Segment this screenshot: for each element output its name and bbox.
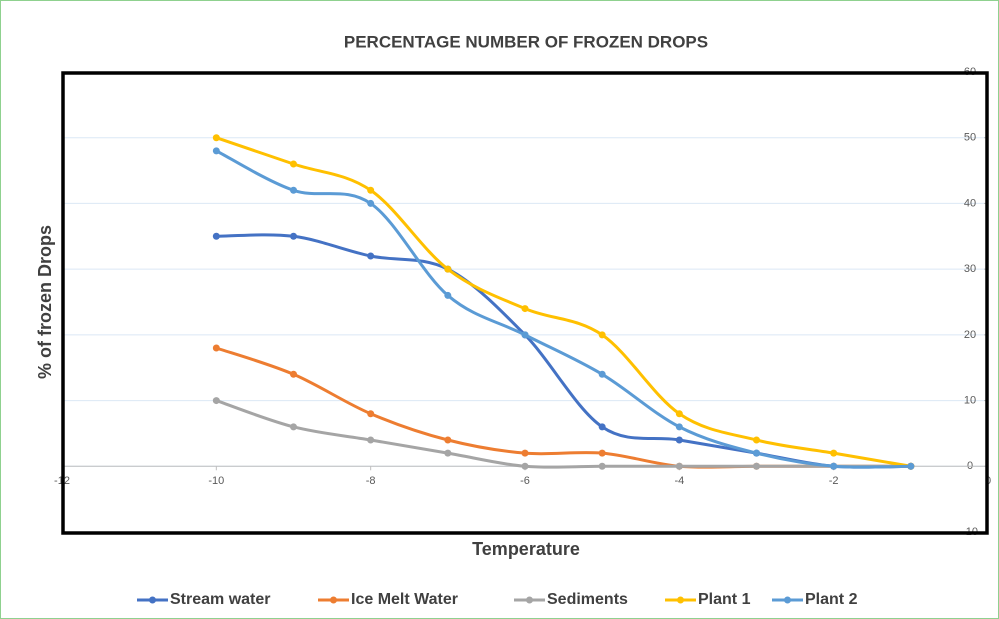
data-point bbox=[753, 462, 760, 470]
legend-marker bbox=[526, 596, 533, 604]
series-line bbox=[215, 136, 912, 468]
data-point bbox=[290, 370, 297, 378]
data-point bbox=[753, 449, 760, 457]
data-point bbox=[830, 449, 838, 457]
data-point bbox=[675, 462, 683, 470]
data-point bbox=[290, 186, 297, 194]
data-point bbox=[830, 462, 838, 470]
x-tick-label: -4 bbox=[674, 475, 684, 487]
data-point bbox=[907, 462, 915, 470]
data-point bbox=[367, 199, 375, 207]
data-point bbox=[212, 232, 220, 240]
data-point bbox=[521, 305, 529, 313]
x-tick-label: -10 bbox=[208, 475, 224, 487]
data-point bbox=[367, 252, 375, 260]
plot-frame bbox=[61, 71, 989, 535]
y-tick-label: 10 bbox=[964, 394, 976, 406]
data-point bbox=[290, 232, 297, 240]
plot bbox=[212, 134, 915, 470]
y-tick-label: 20 bbox=[964, 329, 976, 341]
data-point bbox=[444, 436, 452, 444]
data-point bbox=[367, 410, 375, 418]
series-line bbox=[215, 399, 911, 469]
y-tick-label: 30 bbox=[964, 263, 976, 275]
x-tick-label: -8 bbox=[366, 475, 376, 487]
data-point bbox=[598, 370, 606, 378]
data-point bbox=[521, 331, 529, 339]
data-point bbox=[675, 423, 683, 431]
data-point bbox=[212, 147, 220, 155]
data-point bbox=[598, 423, 606, 431]
legend-label: Stream water bbox=[170, 591, 271, 608]
chart-title: PERCENTAGE NUMBER OF FROZEN DROPS bbox=[344, 32, 708, 51]
legend-label: Sediments bbox=[547, 591, 628, 608]
data-point bbox=[675, 436, 683, 444]
data-point bbox=[753, 436, 760, 444]
data-point bbox=[290, 160, 297, 168]
data-point bbox=[521, 462, 529, 470]
x-tick-label: -2 bbox=[829, 475, 839, 487]
series-line bbox=[215, 149, 911, 469]
data-point bbox=[444, 291, 452, 299]
legend: Stream water Ice Melt Water Sediments Plant… bbox=[137, 591, 858, 608]
x-tick-label: -6 bbox=[520, 475, 530, 487]
data-point bbox=[367, 186, 375, 194]
data-point bbox=[444, 449, 452, 457]
y-tick-label: 40 bbox=[964, 197, 976, 209]
data-point bbox=[598, 462, 606, 470]
legend-label: Plant 1 bbox=[698, 591, 751, 608]
y-axis-label: % of frozen Drops bbox=[35, 225, 55, 379]
legend-marker bbox=[677, 596, 684, 604]
data-point bbox=[598, 331, 606, 339]
y-tick-label: 50 bbox=[964, 132, 976, 144]
data-point bbox=[444, 265, 452, 273]
data-point bbox=[212, 134, 220, 142]
data-point bbox=[212, 397, 220, 405]
x-axis-label: Temperature bbox=[472, 539, 580, 559]
data-point bbox=[290, 423, 297, 431]
legend-label: Ice Melt Water bbox=[351, 591, 458, 608]
legend-marker bbox=[330, 596, 337, 604]
data-point bbox=[367, 436, 375, 444]
legend-marker bbox=[784, 596, 791, 604]
data-point bbox=[212, 344, 220, 352]
data-point bbox=[675, 410, 683, 418]
data-point bbox=[598, 449, 606, 457]
legend-marker bbox=[149, 596, 156, 604]
legend-label: Plant 2 bbox=[805, 591, 858, 608]
data-point bbox=[521, 449, 529, 457]
